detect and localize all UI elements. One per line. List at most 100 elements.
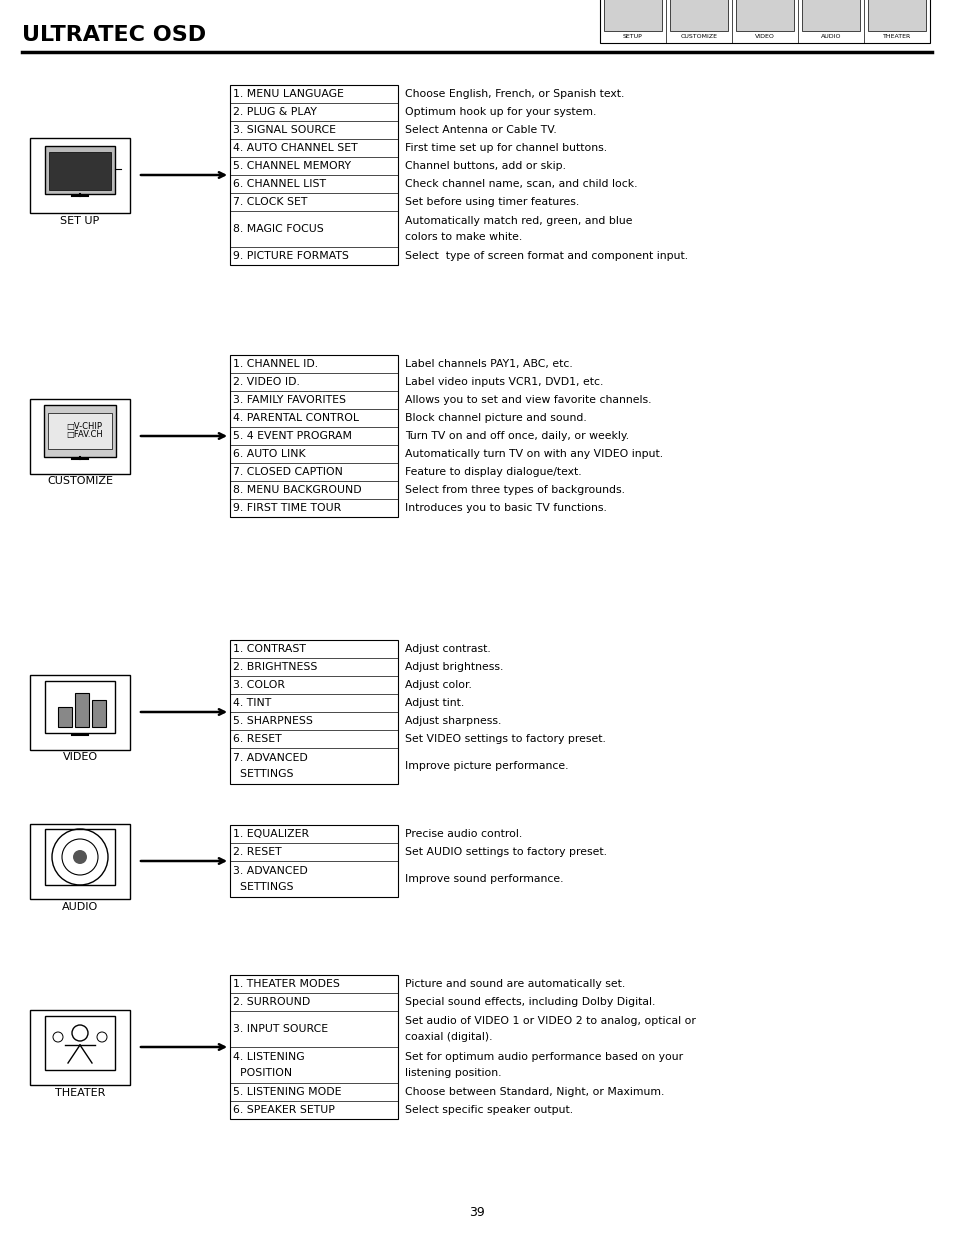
Text: SET UP: SET UP — [60, 215, 99, 226]
Bar — [45, 1016, 115, 1070]
Text: POSITION: POSITION — [233, 1068, 292, 1078]
Text: Choose between Standard, Night, or Maximum.: Choose between Standard, Night, or Maxim… — [405, 1087, 663, 1097]
Text: 7. CLOSED CAPTION: 7. CLOSED CAPTION — [233, 467, 342, 477]
Bar — [58, 706, 71, 727]
Text: Automatically turn TV on with any VIDEO input.: Automatically turn TV on with any VIDEO … — [405, 450, 662, 459]
Text: CUSTOMIZE: CUSTOMIZE — [47, 477, 112, 487]
Bar — [30, 824, 130, 899]
Text: 1. CHANNEL ID.: 1. CHANNEL ID. — [233, 359, 317, 369]
Text: Precise audio control.: Precise audio control. — [405, 829, 521, 839]
Text: THEATER: THEATER — [54, 1088, 105, 1098]
Text: AUDIO: AUDIO — [62, 902, 98, 911]
Bar — [230, 974, 397, 1119]
Text: Improve picture performance.: Improve picture performance. — [405, 761, 568, 771]
Bar — [599, 0, 929, 43]
Text: Select specific speaker output.: Select specific speaker output. — [405, 1105, 573, 1115]
Text: 7. ADVANCED: 7. ADVANCED — [233, 752, 308, 763]
Bar — [801, 0, 859, 31]
Bar — [735, 0, 793, 31]
Text: Choose English, French, or Spanish text.: Choose English, French, or Spanish text. — [405, 89, 623, 99]
Text: 1. MENU LANGUAGE: 1. MENU LANGUAGE — [233, 89, 343, 99]
Bar — [44, 405, 116, 457]
Bar — [48, 412, 112, 450]
Bar — [867, 0, 925, 31]
Bar — [30, 1009, 130, 1084]
Text: SETUP: SETUP — [622, 35, 642, 40]
Bar — [45, 680, 115, 734]
Bar — [45, 829, 115, 885]
Bar — [45, 146, 115, 194]
Text: 3. COLOR: 3. COLOR — [233, 680, 285, 690]
Text: Optimum hook up for your system.: Optimum hook up for your system. — [405, 107, 596, 117]
Text: 5. CHANNEL MEMORY: 5. CHANNEL MEMORY — [233, 161, 351, 170]
Text: Adjust color.: Adjust color. — [405, 680, 472, 690]
Bar — [230, 825, 397, 897]
Text: □FAV.CH: □FAV.CH — [66, 430, 103, 438]
Text: Adjust brightness.: Adjust brightness. — [405, 662, 503, 672]
Bar — [75, 693, 89, 727]
Text: Feature to display dialogue/text.: Feature to display dialogue/text. — [405, 467, 581, 477]
Text: 39: 39 — [469, 1207, 484, 1219]
Bar — [49, 152, 111, 190]
Text: 2. RESET: 2. RESET — [233, 847, 281, 857]
Text: ULTRATEC OSD: ULTRATEC OSD — [22, 25, 206, 44]
Text: Label video inputs VCR1, DVD1, etc.: Label video inputs VCR1, DVD1, etc. — [405, 377, 602, 387]
Text: SETTINGS: SETTINGS — [233, 882, 294, 892]
Text: AUDIO: AUDIO — [820, 35, 841, 40]
Text: 9. FIRST TIME TOUR: 9. FIRST TIME TOUR — [233, 503, 341, 513]
Text: Turn TV on and off once, daily, or weekly.: Turn TV on and off once, daily, or weekl… — [405, 431, 628, 441]
Text: Automatically match red, green, and blue: Automatically match red, green, and blue — [405, 216, 632, 226]
Text: Check channel name, scan, and child lock.: Check channel name, scan, and child lock… — [405, 179, 637, 189]
Bar — [230, 640, 397, 784]
Bar — [30, 399, 130, 473]
Text: Label channels PAY1, ABC, etc.: Label channels PAY1, ABC, etc. — [405, 359, 572, 369]
Bar — [669, 0, 727, 31]
Text: 3. FAMILY FAVORITES: 3. FAMILY FAVORITES — [233, 395, 346, 405]
Text: 3. INPUT SOURCE: 3. INPUT SOURCE — [233, 1024, 328, 1034]
Text: Channel buttons, add or skip.: Channel buttons, add or skip. — [405, 161, 565, 170]
Text: VIDEO: VIDEO — [754, 35, 774, 40]
Text: VIDEO: VIDEO — [62, 752, 97, 762]
Bar — [603, 0, 661, 31]
Text: First time set up for channel buttons.: First time set up for channel buttons. — [405, 143, 606, 153]
Text: 4. LISTENING: 4. LISTENING — [233, 1052, 304, 1062]
Text: 8. MAGIC FOCUS: 8. MAGIC FOCUS — [233, 224, 323, 233]
Text: 4. TINT: 4. TINT — [233, 698, 271, 708]
Text: Select from three types of backgrounds.: Select from three types of backgrounds. — [405, 485, 624, 495]
Text: 2. BRIGHTNESS: 2. BRIGHTNESS — [233, 662, 317, 672]
Text: 6. AUTO LINK: 6. AUTO LINK — [233, 450, 305, 459]
Bar — [30, 674, 130, 750]
Text: coaxial (digital).: coaxial (digital). — [405, 1032, 492, 1042]
Circle shape — [73, 850, 87, 864]
Text: 5. 4 EVENT PROGRAM: 5. 4 EVENT PROGRAM — [233, 431, 352, 441]
Text: Set AUDIO settings to factory preset.: Set AUDIO settings to factory preset. — [405, 847, 606, 857]
Text: colors to make white.: colors to make white. — [405, 232, 521, 242]
Text: THEATER: THEATER — [882, 35, 910, 40]
Text: Allows you to set and view favorite channels.: Allows you to set and view favorite chan… — [405, 395, 651, 405]
Text: Adjust contrast.: Adjust contrast. — [405, 643, 490, 655]
Text: Set for optimum audio performance based on your: Set for optimum audio performance based … — [405, 1052, 682, 1062]
Text: listening position.: listening position. — [405, 1068, 501, 1078]
Text: □V-CHIP: □V-CHIP — [66, 421, 102, 431]
Bar — [30, 137, 130, 212]
Text: 6. CHANNEL LIST: 6. CHANNEL LIST — [233, 179, 326, 189]
Text: CUSTOMIZE: CUSTOMIZE — [679, 35, 717, 40]
Text: 7. CLOCK SET: 7. CLOCK SET — [233, 198, 307, 207]
Text: 1. THEATER MODES: 1. THEATER MODES — [233, 979, 339, 989]
Text: Set audio of VIDEO 1 or VIDEO 2 to analog, optical or: Set audio of VIDEO 1 or VIDEO 2 to analo… — [405, 1015, 695, 1026]
Text: 9. PICTURE FORMATS: 9. PICTURE FORMATS — [233, 251, 349, 261]
Text: Introduces you to basic TV functions.: Introduces you to basic TV functions. — [405, 503, 606, 513]
Text: Adjust sharpness.: Adjust sharpness. — [405, 716, 501, 726]
Text: Select  type of screen format and component input.: Select type of screen format and compone… — [405, 251, 687, 261]
Text: 6. SPEAKER SETUP: 6. SPEAKER SETUP — [233, 1105, 335, 1115]
Text: Special sound effects, including Dolby Digital.: Special sound effects, including Dolby D… — [405, 997, 655, 1007]
Text: 2. SURROUND: 2. SURROUND — [233, 997, 310, 1007]
Text: 3. ADVANCED: 3. ADVANCED — [233, 866, 308, 876]
Text: Adjust tint.: Adjust tint. — [405, 698, 464, 708]
Bar — [91, 700, 106, 727]
Text: Improve sound performance.: Improve sound performance. — [405, 874, 563, 884]
Bar — [230, 354, 397, 517]
Text: Block channel picture and sound.: Block channel picture and sound. — [405, 412, 586, 424]
Text: 1. EQUALIZER: 1. EQUALIZER — [233, 829, 309, 839]
Text: 2. VIDEO ID.: 2. VIDEO ID. — [233, 377, 299, 387]
